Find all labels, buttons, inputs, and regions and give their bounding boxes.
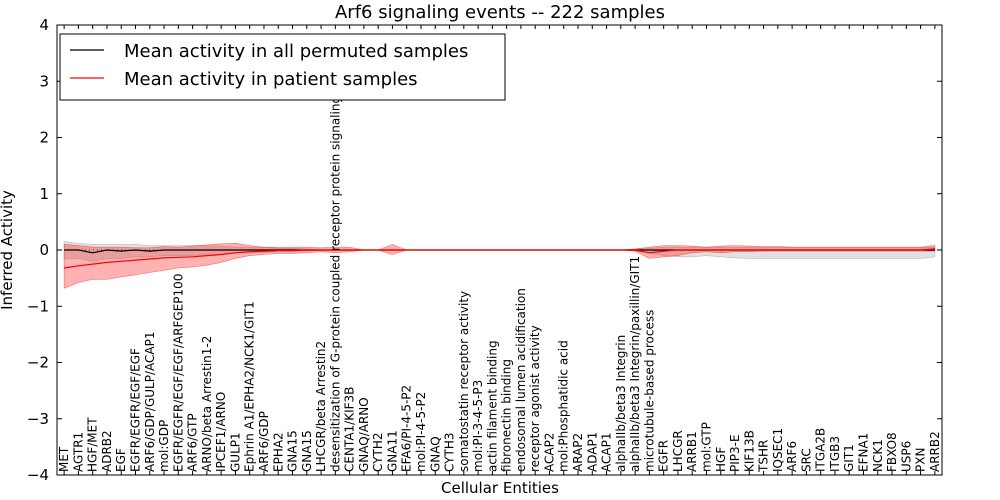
x-tick-label: GNAQ [428,436,442,472]
x-tick-label: somatostatin receptor activity [457,291,471,472]
x-tick-label: CYTH2 [371,433,385,473]
x-tick-label: fibronectin binding [500,359,514,472]
x-tick-label: EFA6/PI-4-5-P2 [400,385,414,472]
x-tick-label: IQSEC1 [771,428,785,472]
y-tick-label: 3 [39,72,49,90]
x-tick-label: KIF13B [742,430,756,472]
y-tick-label: −3 [27,410,49,428]
x-tick-label: alphaIIb/beta3 Integrin [614,335,628,472]
x-tick-label: GNA15 [300,430,314,472]
x-tick-label: MET [57,446,71,472]
x-tick-label: ARAP2 [571,433,585,472]
x-tick-label: mol:Phosphatidic acid [557,340,571,472]
y-axis: −4 −3 −2 −1 0 1 2 3 4 [27,16,942,484]
x-tick-label: microtubule-based process [642,310,656,472]
y-tick-label: 4 [39,16,49,34]
x-tick-label: EGFR [657,440,671,472]
x-tick-label: mol:PI-3-4-5-P3 [471,380,485,472]
x-tick-label: LHCGR [671,430,685,472]
x-tick-label: ARF6/GTP [186,413,200,472]
x-tick-label: receptor agonist activity [528,325,542,472]
x-tick-label: endosomal lumen acidification [514,288,528,472]
x-tick-label: ARF6/GDP [257,411,271,472]
x-tick-label: ADRB2 [100,430,114,472]
x-tick-label: ARF6 [785,441,799,472]
x-tick-label: PIP3-E [728,434,742,472]
x-tick-label: HGF/MET [86,417,100,472]
x-tick-label: ITGA2B [814,428,828,472]
x-tick-label: alphaIIb/beta3 Integrin/paxillin/GIT1 [628,256,642,472]
x-tick-label: GNA11 [385,430,399,472]
x-tick-label: SRC [799,448,813,472]
x-tick-labels: MET AGTR1 HGF/MET ADRB2 EGF EGFR/EGFR/EGF/EGF… [57,25,942,475]
x-tick-label: GULP1 [228,432,242,472]
x-tick-label: TSHR [757,440,771,473]
x-tick-label: mol:GTP [700,422,714,472]
x-tick-label: ITGB3 [828,436,842,472]
legend-label-permuted: Mean activity in all permuted samples [124,41,468,62]
x-tick-label: mol:GDP [157,420,171,472]
series-lines [57,248,942,269]
x-tick-label: IPCEF1/ARNO [214,392,228,472]
x-axis-label: Cellular Entities [441,479,559,497]
x-tick-label: ARRB2 [928,431,942,472]
x-tick-label: ACAP2 [543,433,557,472]
x-tick-label: AGTR1 [71,432,85,472]
x-tick-label: Ephrin A1/EPHA2/NCK1/GIT1 [243,301,257,472]
x-tick-label: LHCGR/beta Arrestin2 [314,341,328,472]
y-axis-label: Inferred Activity [0,190,16,310]
y-tick-label: 0 [39,241,49,259]
x-tick-label: ADAP1 [585,432,599,472]
legend-box [59,33,506,101]
legend: Mean activity in all permuted samples Me… [59,33,506,101]
x-tick-label: EGFR/EGFR/EGF/EGF [129,348,143,472]
y-tick-label: −4 [27,466,49,484]
x-tick-label: NCK1 [871,439,885,472]
y-tick-label: 2 [39,129,49,147]
x-tick-label: CENTA1/KIF3B [343,387,357,472]
x-tick-label: GNAQ/ARNO [357,397,371,472]
x-tick-label: ARNO/beta Arrestin1-2 [200,336,214,472]
x-tick-label: mol:PI-4-5-P2 [414,392,428,472]
x-tick-label: CYTH3 [443,433,457,473]
x-tick-label: PXN [914,448,928,472]
x-tick-label: GNA15 [286,430,300,472]
x-tick-label: EFNA1 [857,433,871,472]
legend-label-patient: Mean activity in patient samples [124,69,418,90]
x-tick-label: EPHA2 [271,432,285,472]
x-tick-label: ARF6/GDP/GULP/ACAP1 [143,332,157,472]
x-tick-label: EGF [114,448,128,472]
y-tick-label: 1 [39,185,49,203]
x-tick-label: USP6 [899,441,913,472]
y-tick-label: −2 [27,354,49,372]
y-tick-label: −1 [27,297,49,315]
patient-band [63,242,936,289]
x-tick-label: ACAP1 [600,433,614,472]
x-tick-label: GIT1 [842,444,856,472]
chart-title: Arf6 signaling events -- 222 samples [335,2,665,23]
x-tick-label: desensitization of G-protein coupled rec… [328,41,342,472]
patient-mean-line [64,248,935,269]
x-tick-label: FBXO8 [885,432,899,472]
x-tick-label: EGFR/EGFR/EGF/EGF/ARFGEP100 [171,274,185,472]
x-tick-label: HGF [714,447,728,472]
plot-frame [56,24,943,476]
x-tick-label: ARRB1 [685,431,699,472]
x-tick-label: actin filament binding [485,340,499,472]
